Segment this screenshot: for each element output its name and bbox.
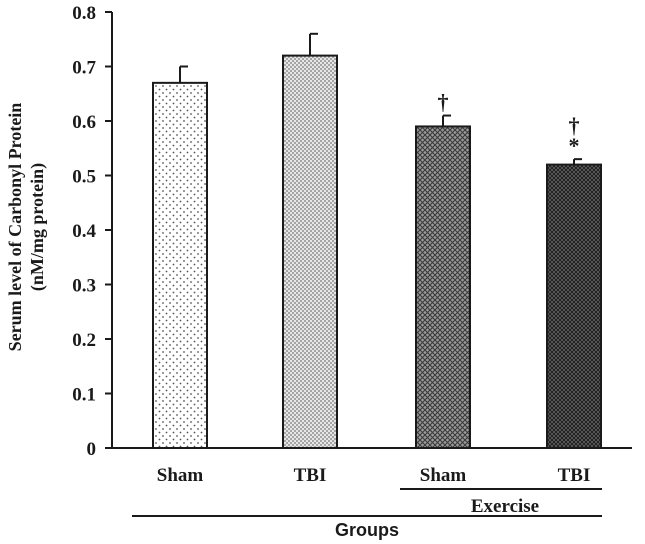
category-label-1: TBI: [294, 465, 327, 486]
y-axis-title-line2: (nM/mg protein): [27, 163, 48, 291]
y-tick-label-7: 0.7: [72, 58, 96, 79]
y-tick-label-2: 0.2: [72, 330, 96, 351]
plot-area: 00.10.20.30.40.50.60.70.8††*: [72, 3, 632, 460]
category-label-0: Sham: [157, 465, 204, 486]
category-labels: Sham TBI Sham TBI: [157, 465, 591, 486]
y-tick-label-4: 0.4: [72, 221, 96, 242]
bar-0: [152, 81, 208, 449]
y-tick-label-0: 0: [87, 439, 97, 460]
category-label-2: Sham: [420, 465, 467, 486]
y-tick-label-6: 0.6: [72, 112, 96, 133]
bar-1: [282, 54, 338, 449]
y-tick-label-1: 0.1: [72, 385, 96, 406]
y-tick-label-5: 0.5: [72, 167, 96, 188]
y-axis-title-line1: Serum level of Carbonyl Protein: [5, 103, 25, 352]
y-tick-label-3: 0.3: [72, 276, 96, 297]
x-axis-title: Groups: [335, 520, 399, 540]
bar-2: [415, 125, 471, 449]
category-label-3: TBI: [558, 465, 591, 486]
y-tick-label-8: 0.8: [72, 3, 96, 24]
exercise-label: Exercise: [471, 496, 539, 517]
significance-marker-0: †: [438, 90, 449, 115]
significance-marker-1: †: [569, 113, 580, 138]
significance-marker-2: *: [569, 133, 580, 158]
bar-3: [546, 163, 602, 449]
